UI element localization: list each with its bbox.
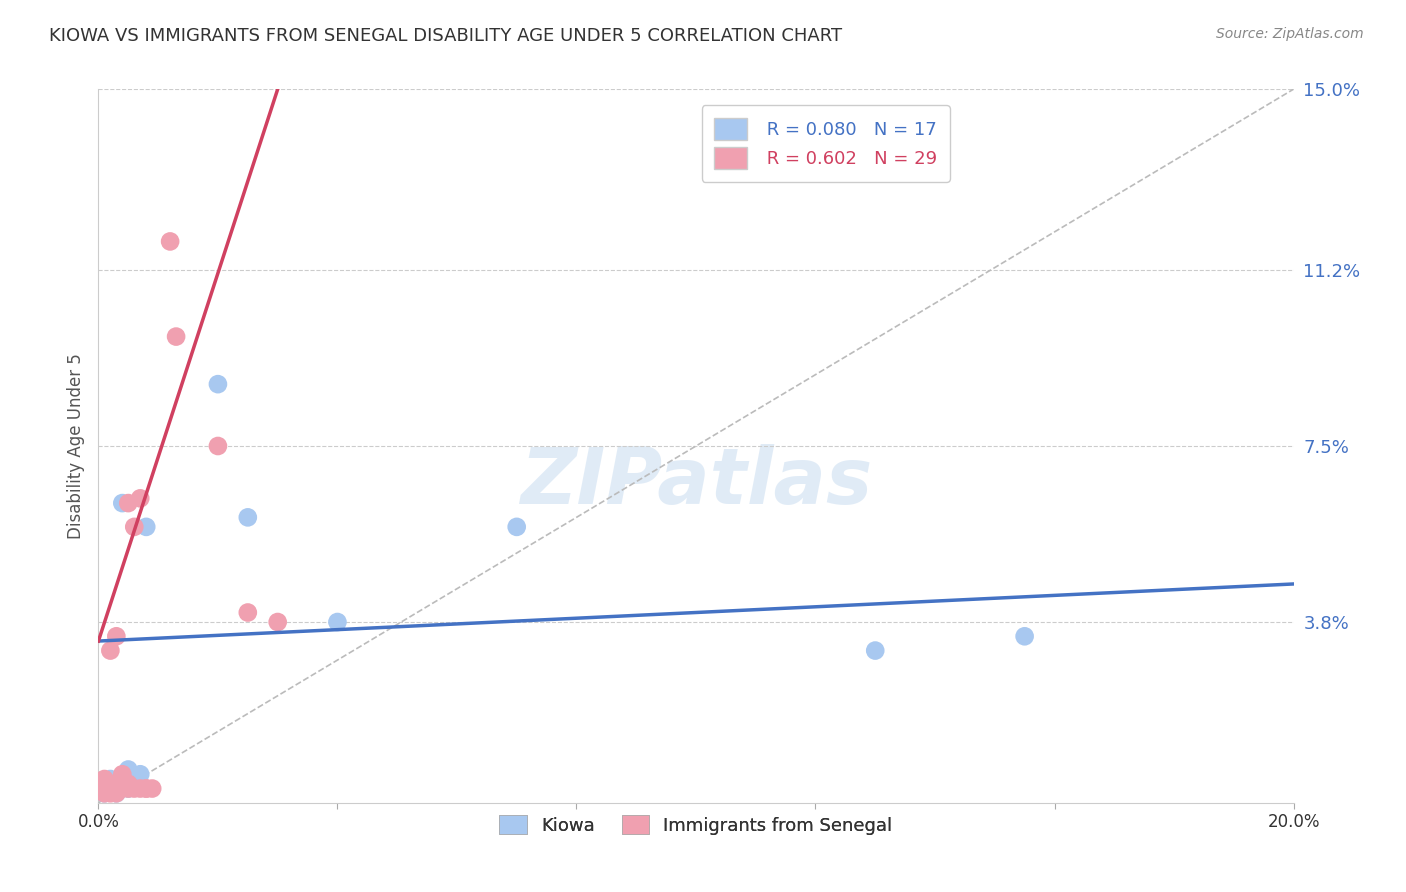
Point <box>117 763 139 777</box>
Point <box>105 629 128 643</box>
Point <box>98 781 122 796</box>
Point <box>326 615 349 629</box>
Point <box>111 496 134 510</box>
Point <box>93 777 115 791</box>
Point <box>865 643 887 657</box>
Point <box>129 491 152 506</box>
Point <box>98 786 122 800</box>
Point <box>105 777 128 791</box>
Text: KIOWA VS IMMIGRANTS FROM SENEGAL DISABILITY AGE UNDER 5 CORRELATION CHART: KIOWA VS IMMIGRANTS FROM SENEGAL DISABIL… <box>49 27 842 45</box>
Point <box>98 777 122 791</box>
Point <box>236 606 259 620</box>
Point <box>124 781 146 796</box>
Point <box>105 777 128 791</box>
Point <box>98 643 122 657</box>
Point <box>111 781 134 796</box>
Point <box>117 496 139 510</box>
Point <box>117 777 139 791</box>
Point <box>93 777 115 791</box>
Point <box>105 786 128 800</box>
Point <box>98 781 122 796</box>
Point <box>135 520 157 534</box>
Point <box>93 781 115 796</box>
Point <box>141 781 163 796</box>
Text: ZIPatlas: ZIPatlas <box>520 443 872 520</box>
Point <box>105 781 128 796</box>
Point <box>129 781 152 796</box>
Point <box>207 439 229 453</box>
Point <box>117 781 139 796</box>
Point <box>93 772 115 786</box>
Point <box>267 615 290 629</box>
Point <box>165 329 187 343</box>
Point <box>129 767 152 781</box>
Point <box>135 781 157 796</box>
Y-axis label: Disability Age Under 5: Disability Age Under 5 <box>66 353 84 539</box>
Point <box>117 781 139 796</box>
Point <box>93 786 115 800</box>
Point <box>1014 629 1036 643</box>
Point <box>98 772 122 786</box>
Legend: Kiowa, Immigrants from Senegal: Kiowa, Immigrants from Senegal <box>491 806 901 844</box>
Point <box>207 377 229 392</box>
Point <box>159 235 181 249</box>
Point <box>236 510 259 524</box>
Point <box>135 781 157 796</box>
Text: Source: ZipAtlas.com: Source: ZipAtlas.com <box>1216 27 1364 41</box>
Point <box>111 767 134 781</box>
Point <box>124 520 146 534</box>
Point <box>105 786 128 800</box>
Point <box>93 786 115 800</box>
Point <box>506 520 529 534</box>
